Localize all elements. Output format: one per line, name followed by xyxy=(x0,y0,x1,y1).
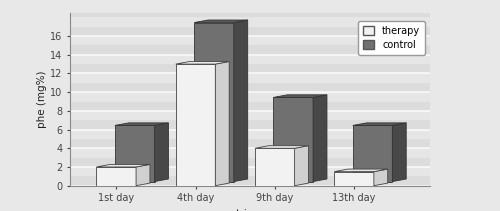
Bar xyxy=(70,120,430,130)
Polygon shape xyxy=(294,146,308,186)
Bar xyxy=(70,73,430,83)
Polygon shape xyxy=(392,123,406,181)
Bar xyxy=(70,148,430,158)
Polygon shape xyxy=(96,164,150,167)
Polygon shape xyxy=(154,123,168,181)
Polygon shape xyxy=(234,20,247,181)
Polygon shape xyxy=(216,62,229,186)
Bar xyxy=(70,176,430,186)
Bar xyxy=(70,111,430,120)
Bar xyxy=(70,55,430,64)
Polygon shape xyxy=(274,97,313,181)
Polygon shape xyxy=(96,167,136,186)
Bar xyxy=(70,0,430,8)
Polygon shape xyxy=(334,172,374,186)
Polygon shape xyxy=(334,169,388,172)
Polygon shape xyxy=(115,126,154,181)
Polygon shape xyxy=(115,123,168,126)
Polygon shape xyxy=(194,20,248,23)
Legend: therapy, control: therapy, control xyxy=(358,21,425,55)
X-axis label: t ime: t ime xyxy=(236,209,264,211)
Y-axis label: phe (mg%): phe (mg%) xyxy=(37,70,47,128)
Polygon shape xyxy=(255,148,294,186)
Polygon shape xyxy=(255,146,308,148)
Bar xyxy=(70,101,430,111)
Polygon shape xyxy=(352,126,393,181)
Bar xyxy=(70,83,430,92)
Bar xyxy=(70,167,430,176)
Bar xyxy=(70,158,430,167)
Bar xyxy=(70,92,430,101)
Polygon shape xyxy=(374,169,388,186)
Polygon shape xyxy=(274,95,327,97)
Polygon shape xyxy=(176,62,229,64)
Polygon shape xyxy=(176,64,216,186)
Polygon shape xyxy=(313,95,327,181)
Bar xyxy=(70,64,430,73)
Bar xyxy=(70,139,430,148)
Bar xyxy=(70,130,430,139)
Polygon shape xyxy=(136,164,150,186)
Bar xyxy=(70,36,430,45)
Polygon shape xyxy=(352,123,406,126)
Bar xyxy=(70,17,430,27)
Bar xyxy=(70,45,430,55)
Bar xyxy=(70,27,430,36)
Polygon shape xyxy=(194,23,234,181)
Bar xyxy=(70,8,430,17)
